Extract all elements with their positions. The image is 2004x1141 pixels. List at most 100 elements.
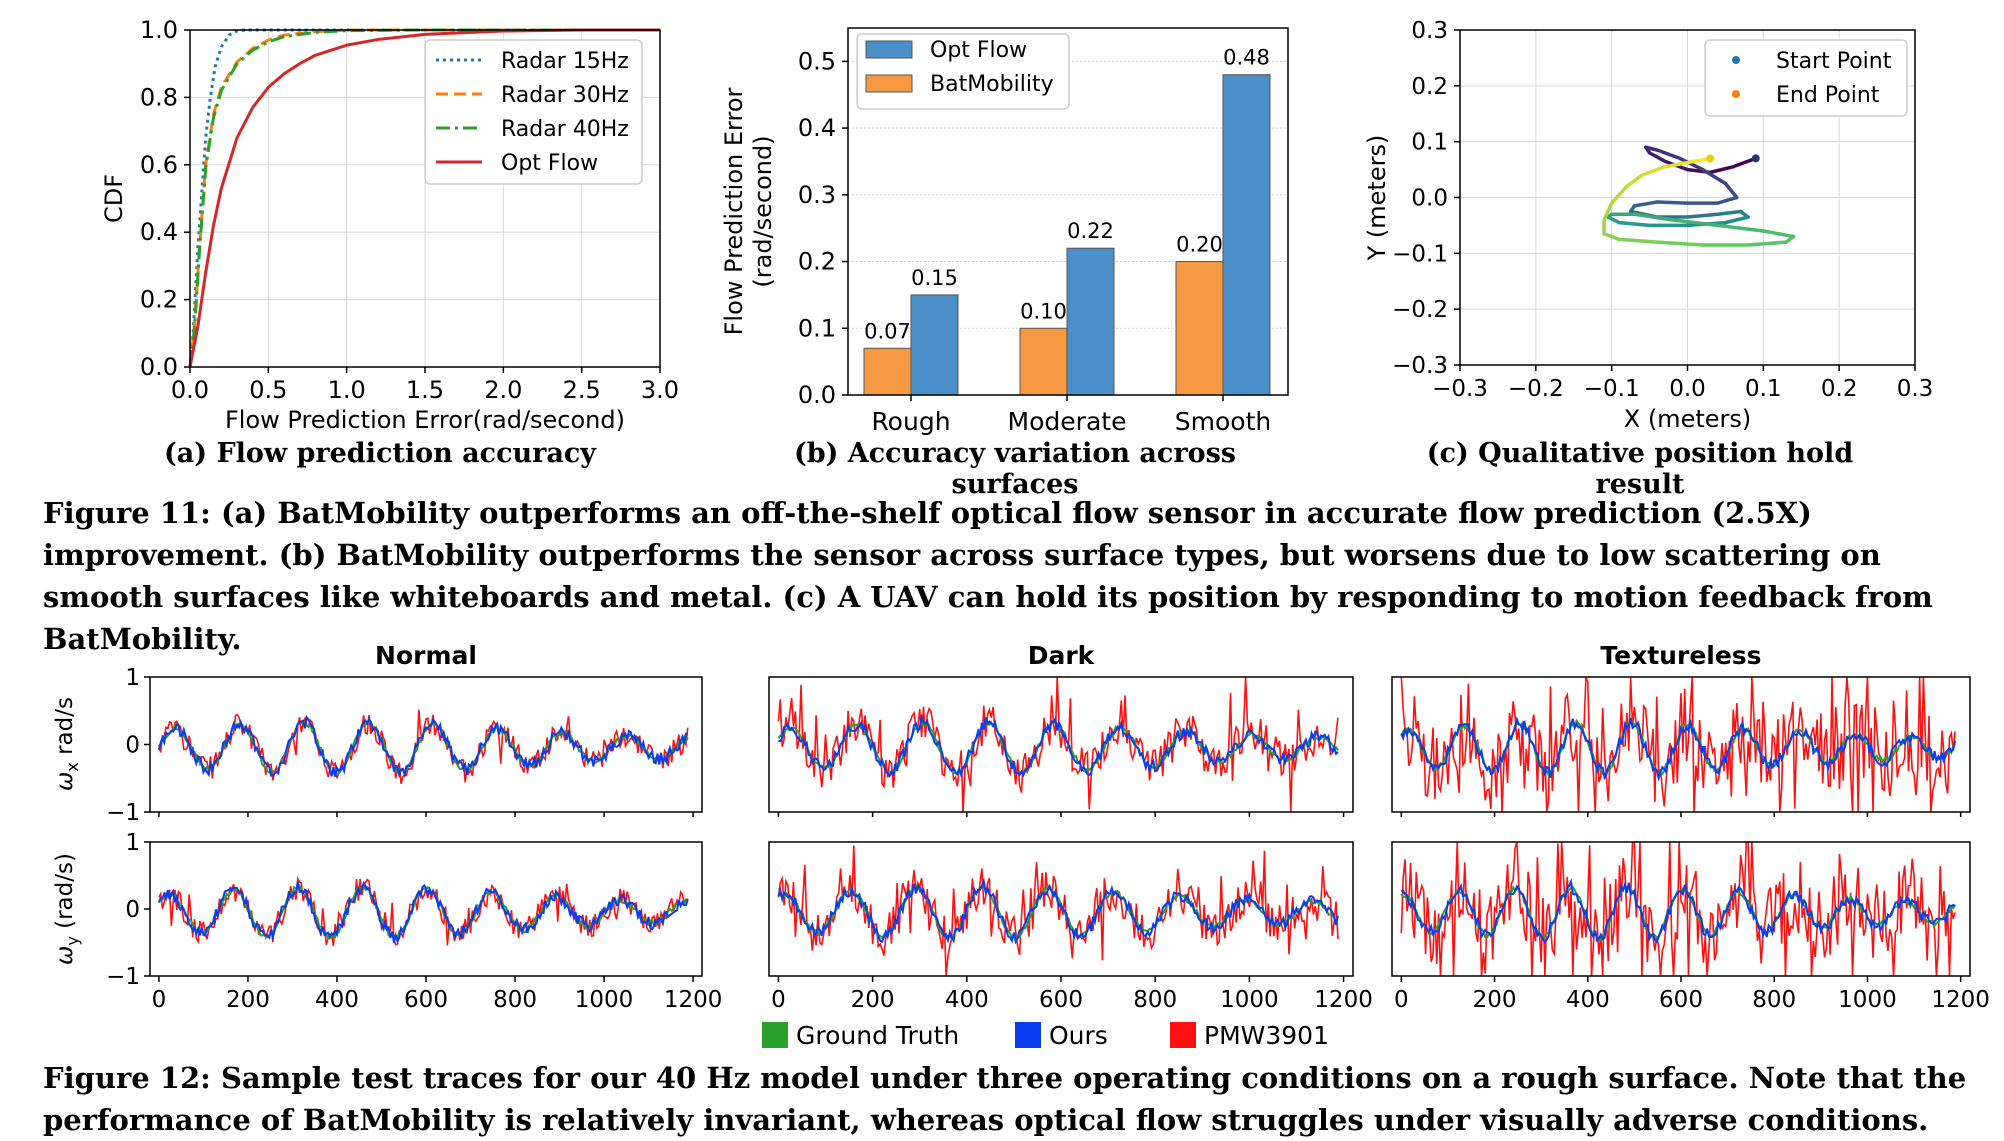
x-tick-label: Rough [871,407,950,436]
y-tick-label: 0.4 [798,114,836,142]
y-tick-label: −0.2 [1392,297,1448,323]
x-tick-label: 2.5 [563,376,601,404]
bar-batmobility [1019,327,1068,396]
ours-trace [157,714,689,779]
plot-frame [189,29,661,368]
data-label-batmobility: 0.20 [1176,233,1223,257]
x-tick-label: 0.1 [1745,376,1782,402]
legend-box [1704,39,1908,117]
legend-label: Ground Truth [796,1021,959,1050]
y-axis-label: Y (meters) [1363,135,1391,262]
trajectory-segment [1640,165,1667,177]
x-tick-label: 1000 [1220,987,1279,1013]
position-hold-chart: −0.3 −0.2 −0.1 0.0 0.1 0.2 0.3 −0.3 −0.2 −0.1 0.0 0… [1363,18,1933,433]
legend-swatch [865,40,913,59]
trajectory-segment [1617,220,1652,228]
x-tick-label: 3.0 [641,376,679,404]
x-tick-label: 1200 [1314,987,1373,1013]
x-tick-label: 0.0 [171,376,209,404]
y-tick-label: −0.3 [1392,353,1448,379]
x-tick-label: 1200 [664,987,723,1013]
ours-trace [157,880,689,944]
x-tick-label: 400 [315,987,359,1013]
bar-opt-flow [1066,247,1115,396]
legend-label: Opt Flow [930,38,1027,63]
data-label-batmobility: 0.10 [1020,299,1067,323]
start-point-marker [1751,154,1760,163]
y-tick-label: −1 [106,964,140,990]
y-tick-label: 0.1 [1411,130,1448,156]
trajectory-segment [1716,195,1739,205]
trajectory-segment [1644,145,1659,152]
x-tick-label: 1.0 [328,376,366,404]
surface-bar-chart: 0.0 0.1 0.2 0.3 0.4 0.5 0.07 0.15 Rough 0.10 0.22 M… [720,27,1289,436]
x-tick-label: 1200 [1931,987,1990,1013]
x-axis-label: Flow Prediction Error(rad/second) [225,406,625,434]
y-axis-label-wy: ωy (rad/s) [52,853,82,965]
trajectory-segment [1655,148,1682,161]
x-tick-label: Smooth [1175,407,1271,436]
pmw3901-trace [777,676,1339,813]
y-axis-label: CDF [100,174,128,223]
legend-label: Start Point [1776,49,1892,74]
x-tick-label: 200 [1473,987,1517,1013]
pmw3901-trace [1400,841,1956,977]
legend: Start Point End Point [1704,39,1908,117]
y-tick-label: −0.1 [1392,241,1448,267]
x-tick-label: 0 [1394,987,1409,1013]
y-tick-label: 0.5 [798,47,836,75]
bar-batmobility [863,347,912,396]
cdf-chart: 0.0 0.5 1.0 1.5 2.0 2.5 3.0 0.0 0.2 0.4 0.6 0.8 1.0 R… [100,16,679,434]
y-tick-label: 0.3 [798,181,836,209]
bar-opt-flow [1222,74,1271,396]
bar-opt-flow [910,294,959,396]
trace-charts: Normal −1 0 1 −1 0 1 0 200 400 600 800 1000 1200 Dark 0… [52,641,1990,1050]
trajectory-segment [1647,151,1667,163]
y-tick-label: 1.0 [140,16,178,44]
x-tick-label: 600 [404,987,448,1013]
series-line-radar-40hz [188,28,660,368]
x-tick-label: 0 [152,987,167,1013]
legend-label: BatMobility [930,72,1054,97]
ours-trace [778,713,1339,779]
bar-batmobility [1175,261,1224,396]
trajectory-segment [1617,237,1659,244]
trajectory-segment [1663,162,1682,169]
trajectory-segment [1700,167,1728,186]
y-tick-label: 1 [125,830,140,856]
trajectory-segment [1746,240,1788,247]
legend: Radar 15Hz Radar 30Hz Radar 40Hz Opt Flow [424,39,643,185]
trajectory-segment [1606,215,1621,225]
x-tick-label: 800 [1133,987,1177,1013]
legend: Opt Flow BatMobility [856,33,1070,110]
caption-11b: (b) Accuracy variation across surfaces [793,438,1237,500]
y-tick-label: 0.4 [140,218,178,246]
x-tick-label: 0.3 [1897,376,1934,402]
x-tick-label: 1000 [1838,987,1897,1013]
trajectory-segment [1716,223,1766,233]
plot-frame [1459,29,1916,366]
x-tick-label: Moderate [1008,407,1127,436]
trajectory-segment [1723,181,1739,200]
panel-title: Normal [375,641,477,670]
y-tick-label: 0.8 [140,83,178,111]
y-tick-label: 0.0 [798,381,836,409]
x-tick-label: 400 [945,987,989,1013]
legend-label: Ours [1049,1021,1108,1050]
x-tick-label: 1000 [575,987,634,1013]
y-tick-label: 0.0 [1411,186,1448,212]
x-tick-label: 1.5 [406,376,444,404]
y-tick-label: 0 [125,897,140,923]
data-label-batmobility: 0.07 [864,319,911,343]
trajectory-segment [1655,240,1705,247]
y-tick-label: 0.2 [140,286,178,314]
y-axis-label-wx: ωx rad/s [52,697,82,791]
x-tick-label: 400 [1566,987,1610,1013]
ours-trace [1400,715,1957,782]
x-tick-label: 2.0 [484,376,522,404]
y-tick-label: 0 [125,733,140,759]
figure-11-caption: Figure 11: (a) BatMobility outperforms a… [43,496,1933,656]
trajectory-segment [1602,232,1621,242]
